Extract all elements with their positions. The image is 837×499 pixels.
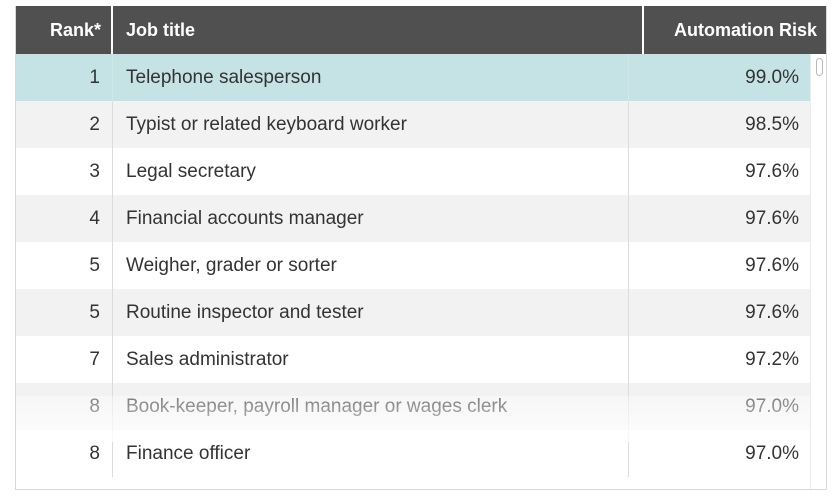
- job-title-cell: Financial accounts manager: [113, 195, 629, 242]
- column-header-automation-risk[interactable]: Automation Risk: [642, 6, 826, 54]
- table-row[interactable]: 7 Sales administrator 97.2%: [16, 336, 810, 383]
- rank-cell: 7: [16, 336, 113, 383]
- table-header: Rank* Job title Automation Risk: [16, 6, 826, 54]
- risk-cell: 97.6%: [745, 208, 799, 229]
- risk-cell: 97.6%: [745, 255, 799, 276]
- table-row[interactable]: 3 Legal secretary 97.6%: [16, 148, 810, 195]
- job-title-cell: Typist or related keyboard worker: [113, 101, 629, 148]
- rank-cell: 4: [16, 195, 113, 242]
- automation-risk-table: Rank* Job title Automation Risk 1 Teleph…: [15, 6, 827, 490]
- rank-cell: 2: [16, 101, 113, 148]
- risk-cell: 97.6%: [745, 302, 799, 323]
- risk-cell: 97.2%: [745, 349, 799, 370]
- table-row[interactable]: 5 Weigher, grader or sorter 97.6%: [16, 242, 810, 289]
- rank-cell: 3: [16, 148, 113, 195]
- rank-cell: 1: [16, 54, 113, 101]
- table-row[interactable]: 4 Financial accounts manager 97.6%: [16, 195, 810, 242]
- table-row[interactable]: 8 Book-keeper, payroll manager or wages …: [16, 383, 810, 430]
- rank-cell: 8: [16, 383, 113, 430]
- table-row[interactable]: 2 Typist or related keyboard worker 98.5…: [16, 101, 810, 148]
- table-row[interactable]: 5 Routine inspector and tester 97.6%: [16, 289, 810, 336]
- risk-cell: 97.6%: [745, 161, 799, 182]
- column-header-job-title[interactable]: Job title: [126, 20, 196, 40]
- vertical-scrollbar[interactable]: [810, 54, 826, 489]
- column-header-rank[interactable]: Rank*: [16, 6, 113, 54]
- risk-cell: 99.0%: [745, 67, 799, 88]
- scrollbar-thumb[interactable]: [816, 58, 823, 76]
- rank-cell: 5: [16, 289, 113, 336]
- rank-cell: 8: [16, 430, 113, 477]
- risk-cell: 97.0%: [745, 396, 799, 417]
- job-title-cell: Routine inspector and tester: [113, 289, 629, 336]
- job-title-cell: Finance officer: [113, 430, 629, 477]
- job-title-cell: Weigher, grader or sorter: [113, 242, 629, 289]
- table-body: 1 Telephone salesperson 99.0% 2 Typist o…: [16, 54, 810, 489]
- table-row[interactable]: 1 Telephone salesperson 99.0%: [16, 54, 810, 101]
- rank-cell: 5: [16, 242, 113, 289]
- risk-cell: 98.5%: [745, 114, 799, 135]
- job-title-cell: Legal secretary: [113, 148, 629, 195]
- job-title-cell: Telephone salesperson: [113, 54, 629, 101]
- job-title-cell: Book-keeper, payroll manager or wages cl…: [113, 383, 629, 430]
- table-row[interactable]: 8 Finance officer 97.0%: [16, 430, 810, 477]
- job-title-cell: Sales administrator: [113, 336, 629, 383]
- risk-cell: 97.0%: [745, 443, 799, 464]
